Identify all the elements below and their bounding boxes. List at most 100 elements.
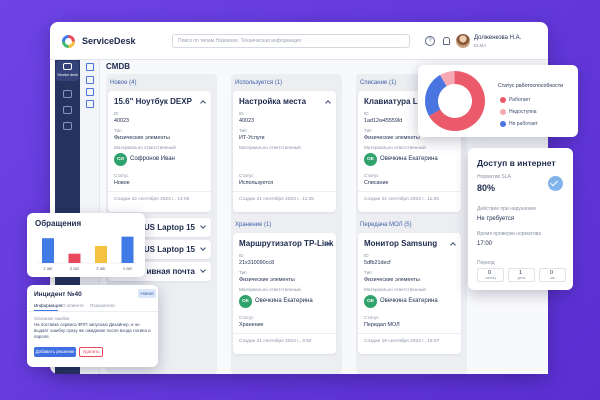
incident-card: Инцидент №40 Новое Информация О клиенте Пока… <box>27 285 158 367</box>
sidebar-icon[interactable] <box>63 90 72 98</box>
field-value: Физические элементы <box>364 135 420 141</box>
card-title: Монитор Samsung <box>364 239 438 248</box>
lane-title: Списание (1) <box>360 80 397 86</box>
owner-name: Овечкина Екатерина <box>380 298 438 304</box>
status-chart-card: Работает Недоступна Не работает Статус рабо… <box>418 65 578 137</box>
field-value: 5dfb21decf <box>364 260 391 266</box>
sidebar-icon[interactable] <box>63 122 72 130</box>
tab[interactable]: Показатели <box>90 303 115 308</box>
sub-sidebar-icon[interactable] <box>86 63 94 71</box>
tab[interactable]: Информация <box>34 303 63 308</box>
field-label: Статус <box>239 315 254 320</box>
sidebar-icon[interactable] <box>63 106 72 114</box>
legend-label: Недоступна <box>509 109 537 115</box>
check-mark <box>550 178 558 187</box>
field-value: 40023 <box>239 118 254 124</box>
collapsed-title: ASUS Laptop 15 <box>132 223 195 232</box>
tab[interactable]: О клиенте <box>62 303 84 308</box>
owner-avatar: ОЕ <box>364 295 377 308</box>
expand-toggle[interactable] <box>200 223 206 229</box>
period-input[interactable]: 1 день <box>508 268 535 282</box>
bar <box>95 245 107 263</box>
bar <box>68 253 81 263</box>
field-label: Период <box>477 260 495 266</box>
collapse-toggle[interactable] <box>200 100 206 106</box>
sla-title: Доступ в интернет <box>477 158 556 168</box>
asset-card[interactable]: Монитор Samsung ID 5dfb21decf Тип Физические… <box>358 233 461 354</box>
logo-icon <box>62 35 75 48</box>
field-label: Материально ответственный <box>364 145 426 150</box>
delete-button[interactable]: Удалить <box>79 347 103 357</box>
status-badge: Новое <box>138 289 156 298</box>
donut-segment <box>429 71 485 131</box>
period-unit: день <box>517 276 526 280</box>
sidebar-label[interactable]: Service desk <box>57 73 78 77</box>
field-label: Тип <box>239 128 247 133</box>
sidebar-icon[interactable] <box>63 63 72 70</box>
donut-chart <box>425 71 485 131</box>
collapse-toggle[interactable] <box>450 242 456 248</box>
bar <box>121 236 134 263</box>
period-input[interactable]: 0 месяц <box>477 268 504 282</box>
bar <box>42 238 54 263</box>
lane-title: Используется (1) <box>235 80 283 86</box>
notifications-icon[interactable] <box>443 37 450 45</box>
sub-sidebar-icon[interactable] <box>86 100 94 108</box>
field-value: 21x310090cc8 <box>239 260 275 266</box>
bar-chart: 1 авг 2 авг 3 авг 4 авг <box>37 236 137 271</box>
field-label: Тип <box>239 270 247 275</box>
asset-card[interactable]: Маршрутизатор TP-Link ID 21x310090cc8 Тип Фи… <box>233 233 336 354</box>
field-label: ID <box>364 253 369 258</box>
legend-dot <box>500 109 506 115</box>
sub-sidebar-icon[interactable] <box>86 76 94 84</box>
page-title: CMDB <box>106 62 130 71</box>
field-label: Время проверки норматива <box>477 231 542 237</box>
created-date: Создан 21 сентября 2023 г., 11:26 <box>239 197 314 202</box>
field-value: Физические элементы <box>364 277 420 283</box>
field-value: Используется <box>239 180 274 186</box>
primary-button[interactable]: Добавить решение <box>34 347 76 357</box>
legend-label: Не работает <box>509 121 538 127</box>
asset-card[interactable]: 15.6" Ноутбук DEXP ID 40023 Тип Физические э… <box>108 91 211 212</box>
sla-card: Доступ в интернет Норматив SLA 80% Действие… <box>468 148 573 290</box>
created-date: Создан 21 сентября 2023 г., 9:52 <box>239 339 312 344</box>
card-divider <box>358 191 461 192</box>
legend-dot <box>500 97 506 103</box>
period-input[interactable]: 0 час <box>539 268 566 282</box>
field-value: 40023 <box>114 118 129 124</box>
period-unit: месяц <box>485 276 496 280</box>
field-value: 17:00 <box>477 241 493 247</box>
tabs-divider <box>27 311 158 312</box>
sidebar-active <box>56 61 79 81</box>
collapse-toggle[interactable] <box>325 100 331 106</box>
field-label: ID <box>239 111 244 116</box>
field-value: Новое <box>114 180 130 186</box>
field-label: Статус <box>114 173 129 178</box>
user-org: ELMA <box>474 43 487 48</box>
owner-avatar: ОЕ <box>364 153 377 166</box>
search-box[interactable]: Поиск по типам Название, Техническая инф… <box>172 34 410 48</box>
card-title: Маршрутизатор TP-Link <box>239 239 334 248</box>
legend-dot <box>500 121 506 127</box>
x-tick-label: 3 авг <box>96 266 106 271</box>
period-value: 0 <box>488 270 491 276</box>
owner-avatar: СИ <box>114 153 127 166</box>
card-divider <box>233 191 336 192</box>
owner-name: Софронов Иван <box>130 156 175 162</box>
owner-name: Овечкина Екатерина <box>255 298 313 304</box>
expand-toggle[interactable] <box>200 245 206 251</box>
help-button[interactable]: ? <box>425 36 435 46</box>
field-label: Материально ответственный <box>364 287 426 292</box>
asset-card[interactable]: Настройка места ID 40023 Тип ИТ-Услуги Матери… <box>233 91 336 212</box>
card-divider <box>358 333 461 334</box>
field-label: Действие при нарушении <box>477 206 536 212</box>
tab-underline <box>34 310 58 311</box>
collapsed-title: ивная почта <box>146 267 195 276</box>
user-name[interactable]: Долженкова Н.А. <box>474 35 522 41</box>
logo-hole <box>65 38 72 45</box>
field-label: Статус <box>364 173 379 178</box>
expand-toggle[interactable] <box>200 267 206 273</box>
field-label: Статус <box>364 315 379 320</box>
sub-sidebar-icon[interactable] <box>86 88 94 96</box>
